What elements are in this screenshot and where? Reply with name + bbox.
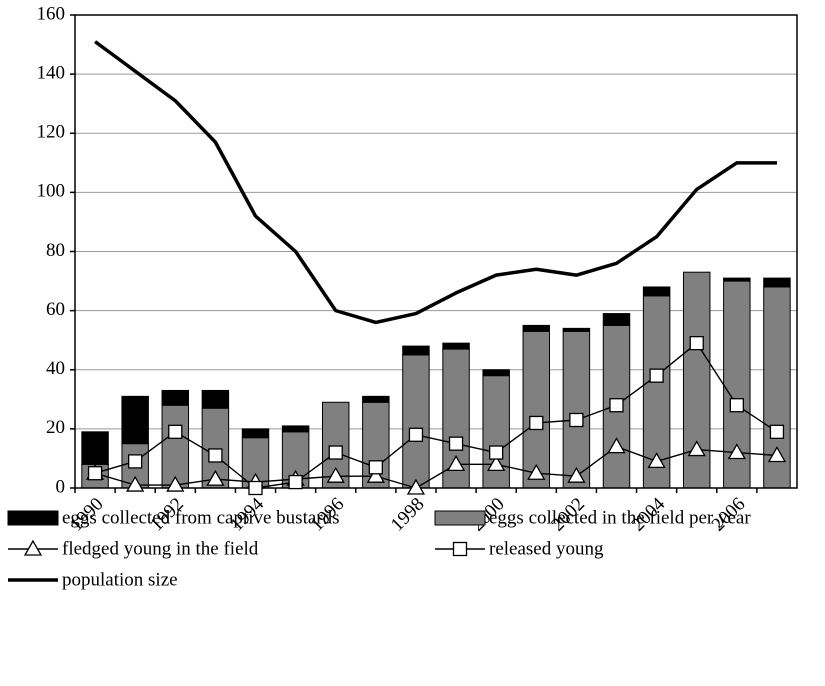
bar: [723, 277, 751, 282]
marker: [487, 455, 506, 472]
marker: [288, 474, 303, 490]
legend-label: fledged young in the field: [62, 538, 259, 559]
x-tick-label: 1998: [387, 494, 429, 536]
marker: [206, 469, 225, 486]
bar: [642, 286, 671, 297]
legend-label: eggs collected from captive bustards: [62, 507, 340, 528]
bar: [281, 425, 310, 433]
marker: [489, 445, 504, 460]
marker: [767, 446, 787, 463]
line: [94, 40, 777, 325]
bar: [562, 327, 591, 332]
marker: [166, 475, 185, 492]
y-tick-label: 160: [37, 3, 66, 24]
bar: [522, 330, 551, 489]
marker: [368, 460, 383, 475]
legend-swatch: [7, 510, 59, 526]
bar: [402, 354, 430, 489]
marker: [647, 452, 666, 469]
y-tick-label: 100: [37, 181, 66, 202]
y-tick-label: 80: [46, 240, 65, 261]
bar: [241, 428, 270, 439]
marker: [446, 455, 466, 472]
bar: [402, 345, 430, 356]
bar: [763, 277, 791, 288]
marker: [452, 541, 468, 557]
y-tick-label: 0: [56, 476, 66, 497]
marker: [569, 412, 584, 428]
plot-border: [74, 14, 798, 489]
marker: [366, 466, 385, 483]
legend-label: population size: [62, 569, 178, 590]
legend-swatch: [434, 510, 486, 526]
marker: [609, 398, 624, 413]
bar: [201, 389, 230, 409]
y-tick-label: 140: [37, 62, 66, 83]
marker: [208, 448, 223, 463]
y-tick-label: 60: [46, 299, 65, 320]
y-tick-label: 20: [46, 417, 65, 438]
marker: [248, 480, 263, 496]
marker: [448, 436, 464, 451]
bar: [121, 395, 149, 445]
bar: [602, 313, 631, 326]
bar: [161, 404, 190, 489]
marker: [168, 424, 183, 439]
bar: [362, 395, 390, 403]
marker: [567, 466, 586, 483]
marker: [689, 335, 704, 351]
marker: [649, 368, 664, 383]
marker: [529, 415, 544, 431]
marker: [328, 445, 343, 460]
marker: [527, 463, 546, 480]
marker: [326, 466, 345, 483]
line: [94, 445, 777, 489]
legend-label: released young: [489, 538, 604, 559]
marker: [687, 440, 706, 457]
bar: [442, 342, 470, 350]
marker: [126, 475, 145, 492]
y-tick-label: 40: [46, 358, 65, 379]
marker: [607, 437, 626, 454]
marker: [408, 427, 424, 442]
marker: [727, 443, 746, 460]
marker: [87, 466, 103, 481]
legend-label: eggs collected in the field per year: [489, 507, 751, 528]
y-tick-label: 120: [37, 122, 66, 143]
line: [94, 342, 778, 489]
bar: [482, 375, 510, 489]
bar: [522, 324, 551, 332]
marker: [406, 478, 426, 495]
marker: [729, 398, 744, 413]
bar: [562, 330, 591, 489]
marker: [769, 424, 785, 439]
bar: [161, 389, 190, 406]
marker: [23, 539, 43, 556]
bar: [81, 431, 109, 465]
bar: [482, 369, 510, 377]
marker: [128, 454, 143, 469]
